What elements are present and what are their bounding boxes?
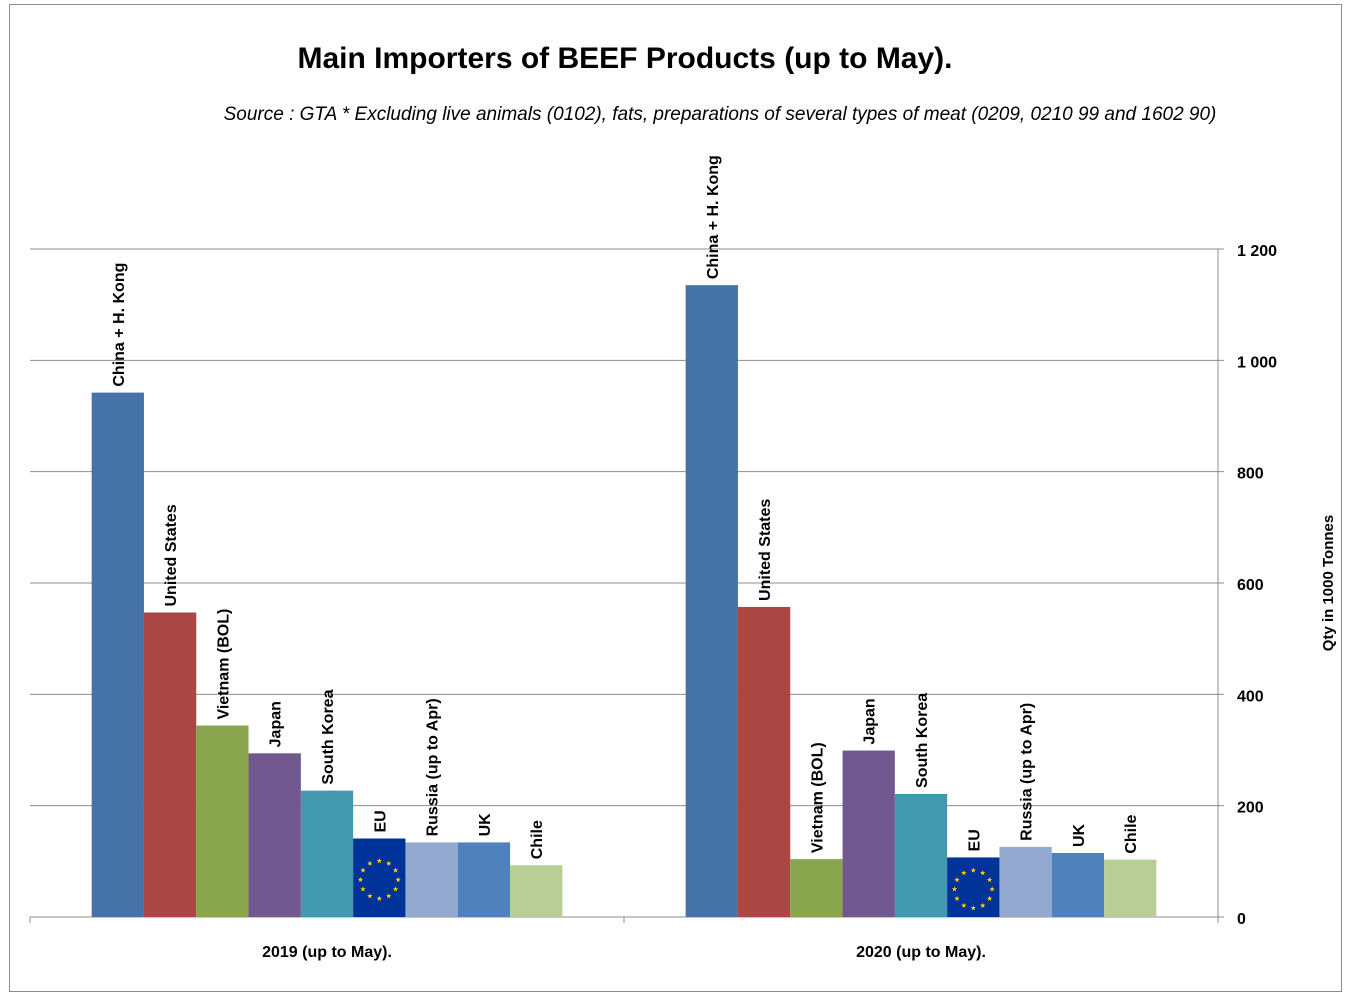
bar-data-label: South Korea (320, 689, 337, 784)
bar-data-label: EU (966, 829, 983, 851)
y-tick-label: 1 200 (1237, 243, 1277, 260)
bar-data-label: South Korea (914, 693, 931, 788)
bar (91, 392, 144, 917)
bar (353, 838, 406, 917)
y-tick-label: 1 000 (1237, 354, 1277, 371)
bar-data-label: Chile (529, 820, 546, 859)
bar (737, 606, 791, 917)
bar (457, 842, 511, 917)
bar-data-label: United States (757, 499, 774, 601)
bar-data-label: Japan (862, 698, 879, 744)
chart-title: Main Importers of BEEF Products (up to M… (297, 42, 952, 75)
y-tick-label: 0 (1237, 911, 1246, 928)
bar-data-label: Chile (1123, 814, 1140, 853)
x-category-label: 2019 (up to May). (262, 944, 392, 961)
bar-data-label: Russia (up to Apr) (1019, 703, 1036, 841)
bar (894, 793, 948, 917)
bar-data-label: Vietnam (BOL) (215, 609, 232, 720)
eu-flag-icon (951, 867, 995, 911)
eu-flag-icon (357, 858, 401, 901)
bar (1051, 852, 1105, 917)
bar (510, 865, 563, 917)
bar (790, 859, 843, 917)
bar (405, 842, 458, 917)
bar-data-label: China + H. Kong (111, 263, 128, 387)
bar-data-label: China + H. Kong (705, 155, 722, 279)
bar-data-label: UK (477, 813, 494, 837)
bar-data-label: United States (163, 504, 180, 606)
bar (842, 750, 895, 917)
y-tick-label: 800 (1237, 466, 1264, 483)
bar-data-label: EU (372, 810, 389, 832)
chart-frame (9, 4, 1342, 992)
bar (248, 753, 301, 917)
y-tick-label: 400 (1237, 688, 1264, 705)
bar (1104, 859, 1157, 917)
bar (143, 612, 197, 917)
bar (999, 846, 1052, 917)
bar-data-label: Japan (268, 701, 285, 747)
y-tick-label: 200 (1237, 800, 1264, 817)
bar (196, 725, 249, 917)
bar (300, 790, 354, 917)
chart-subtitle: Source : GTA * Excluding live animals (0… (224, 104, 1217, 125)
bar-data-label: Vietnam (BOL) (809, 742, 826, 853)
bar (685, 285, 738, 917)
y-axis-label: Qty in 1000 Tonnes (1320, 515, 1337, 651)
bar-data-label: Russia (up to Apr) (425, 698, 442, 836)
plot-area: 0 200 400 600 800 1 000 1 200 China + H. Kong Un… (29, 155, 1277, 961)
y-tick-label: 600 (1237, 577, 1264, 594)
x-category-label: 2020 (up to May). (856, 944, 986, 961)
bar-data-label: UK (1071, 823, 1088, 847)
